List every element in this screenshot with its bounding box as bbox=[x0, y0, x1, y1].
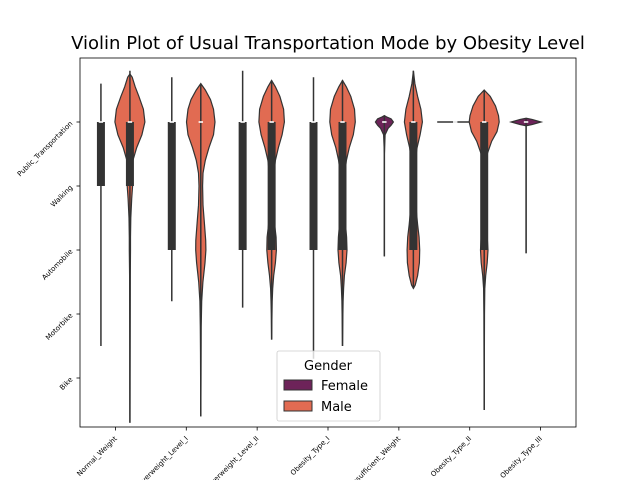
x-tick-label-overweight-level-i: Overweight_Level_I bbox=[136, 435, 190, 480]
box-male-overweight-level-ii bbox=[267, 122, 276, 250]
x-tick-label-insufficient-weight: Insufficient_Weight bbox=[350, 435, 403, 480]
x-tick-label-obesity-type-ii: Obesity_Type_II bbox=[429, 435, 473, 479]
x-tick-label-obesity-type-iii: Obesity_Type_III bbox=[499, 435, 544, 480]
box-female-overweight-level-ii bbox=[238, 122, 247, 250]
box-male-normal-weight bbox=[125, 122, 134, 186]
y-tick-label-walking: Walking bbox=[49, 184, 74, 209]
y-tick-label-public-transportation: Public_Transportation bbox=[16, 120, 75, 179]
legend-label-male: Male bbox=[321, 400, 352, 415]
box-male-insufficient-weight bbox=[409, 122, 418, 250]
box-female-obesity-type-i bbox=[309, 122, 318, 250]
legend-swatch-female bbox=[283, 379, 313, 391]
x-axis: Normal_Weight Overweight_Level_I Overweigh… bbox=[76, 427, 544, 480]
y-tick-label-motorbike: Motorbike bbox=[44, 312, 74, 342]
violin-female-obesity-type-iii bbox=[508, 117, 544, 254]
y-tick-label-automobile: Automobile bbox=[40, 248, 74, 282]
legend-label-female: Female bbox=[321, 379, 368, 394]
legend-title: Gender bbox=[304, 359, 353, 374]
x-tick-label-obesity-type-i: Obesity_Type_I bbox=[289, 435, 331, 477]
box-female-normal-weight bbox=[96, 122, 105, 186]
box-male-obesity-type-i bbox=[338, 122, 347, 250]
box-female-overweight-level-i bbox=[167, 122, 176, 250]
chart-title: Violin Plot of Usual Transportation Mode… bbox=[71, 33, 585, 54]
x-tick-label-normal-weight: Normal_Weight bbox=[76, 435, 119, 478]
box-male-obesity-type-ii bbox=[480, 122, 489, 250]
x-tick-label-overweight-level-ii: Overweight_Level_II bbox=[205, 435, 260, 480]
legend-swatch-male bbox=[283, 400, 313, 412]
y-axis: Public_Transportation Walking Automobile Mo… bbox=[16, 120, 80, 392]
legend: Gender Female Male bbox=[276, 350, 381, 422]
y-tick-label-bike: Bike bbox=[58, 376, 74, 392]
box-group bbox=[96, 70, 529, 423]
